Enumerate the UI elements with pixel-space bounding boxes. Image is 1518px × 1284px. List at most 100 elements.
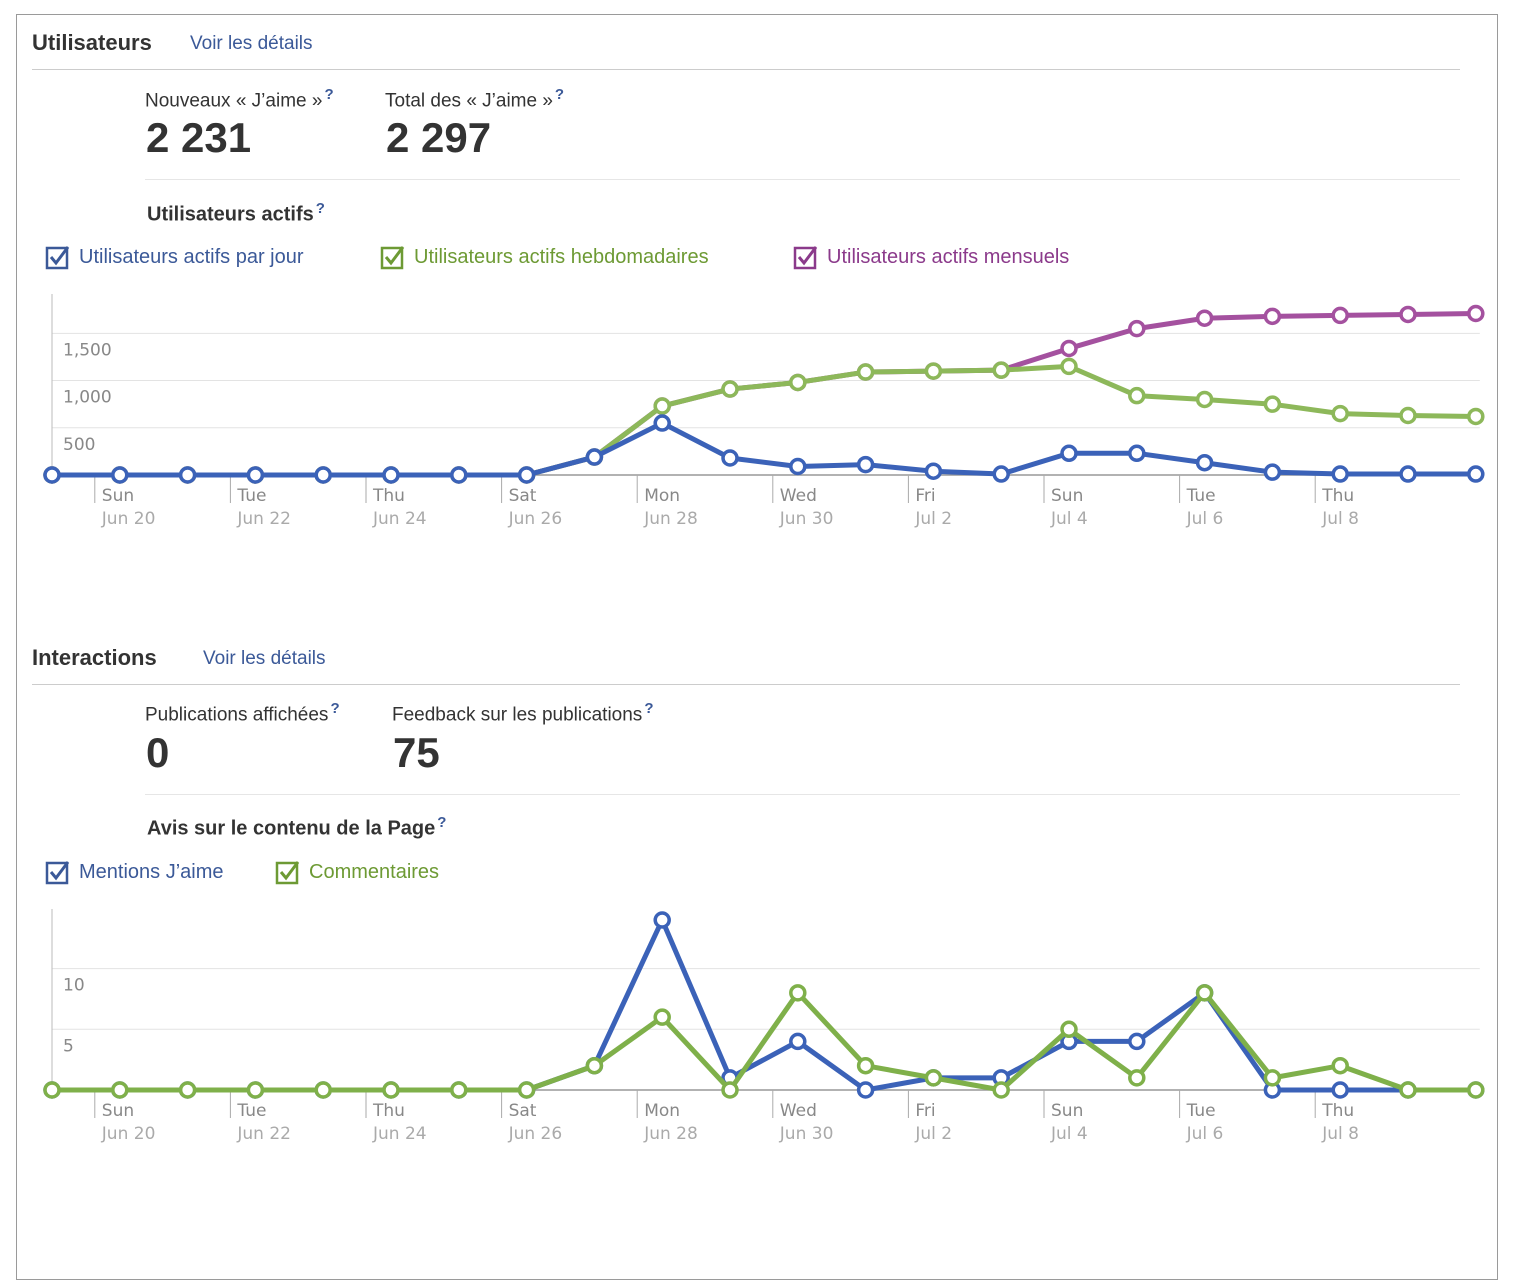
checkbox-checked-icon[interactable] xyxy=(45,859,71,885)
legend-weekly-active-users[interactable]: Utilisateurs actifs hebdomadaires xyxy=(380,244,709,270)
checkbox-checked-icon[interactable] xyxy=(793,244,819,270)
legend-monthly-active-users[interactable]: Utilisateurs actifs mensuels xyxy=(793,244,1069,270)
x-tick-day-label: Fri xyxy=(915,486,935,506)
post-feedback-label: Feedback sur les publications? xyxy=(392,700,654,726)
data-point xyxy=(1399,406,1417,425)
total-likes-value: 2 297 xyxy=(386,114,492,161)
total-likes-label: Total des « J’aime »? xyxy=(385,86,565,112)
data-point xyxy=(246,1081,265,1099)
data-point xyxy=(111,1081,129,1099)
x-tick-date-label: Jul 8 xyxy=(1321,509,1359,529)
data-point xyxy=(585,448,604,466)
x-tick-day-label: Tue xyxy=(236,1101,266,1121)
data-point xyxy=(653,1008,671,1026)
x-tick-date-label: Jun 28 xyxy=(643,509,698,529)
users-divider xyxy=(32,69,1460,70)
y-tick-label: 10 xyxy=(63,976,85,996)
users-details-link[interactable]: Voir les détails xyxy=(190,33,313,54)
users-stats-divider xyxy=(145,179,1460,180)
data-point xyxy=(1263,1069,1282,1087)
data-point xyxy=(1331,404,1349,423)
y-tick-label: 500 xyxy=(63,435,95,455)
data-point xyxy=(1263,463,1282,481)
data-point xyxy=(1399,1081,1417,1099)
data-point xyxy=(1195,390,1214,409)
data-point xyxy=(789,457,807,476)
help-icon[interactable]: ? xyxy=(554,86,565,103)
y-tick-label: 1,500 xyxy=(63,340,112,360)
data-point xyxy=(1128,386,1146,405)
help-icon[interactable]: ? xyxy=(315,200,325,217)
data-point xyxy=(1331,1056,1349,1075)
data-point xyxy=(1060,339,1078,358)
data-point xyxy=(517,466,536,484)
data-point xyxy=(382,1081,400,1099)
x-tick-day-label: Thu xyxy=(1321,1101,1354,1121)
data-point xyxy=(1195,984,1214,1002)
help-icon[interactable]: ? xyxy=(324,86,334,103)
data-point xyxy=(1128,444,1146,463)
y-tick-label: 5 xyxy=(63,1036,74,1056)
legend-label: Utilisateurs actifs hebdomadaires xyxy=(414,245,709,268)
data-point xyxy=(992,361,1010,379)
x-tick-day-label: Tue xyxy=(1186,486,1216,506)
y-tick-label: 1,000 xyxy=(63,388,112,408)
data-point xyxy=(856,363,875,381)
x-tick-date-label: Jun 28 xyxy=(643,1124,698,1144)
page-frame xyxy=(16,14,1498,1280)
x-tick-date-label: Jun 22 xyxy=(236,1124,291,1144)
x-tick-date-label: Jul 8 xyxy=(1321,1124,1359,1144)
help-icon[interactable]: ? xyxy=(644,700,654,717)
data-point xyxy=(111,466,129,484)
data-point xyxy=(721,1081,739,1099)
data-point xyxy=(1331,1081,1349,1099)
data-point xyxy=(1128,319,1146,338)
x-tick-date-label: Jun 26 xyxy=(508,509,563,529)
data-point xyxy=(382,466,400,484)
data-point xyxy=(924,462,943,480)
data-point xyxy=(246,466,265,484)
checkbox-checked-icon[interactable] xyxy=(275,859,301,885)
data-point xyxy=(992,465,1010,483)
data-point xyxy=(1331,465,1349,483)
x-tick-date-label: Jul 2 xyxy=(914,509,952,529)
data-point xyxy=(450,1081,468,1099)
data-point xyxy=(450,466,468,484)
checkbox-checked-icon[interactable] xyxy=(380,244,406,270)
interactions-section-title: Interactions xyxy=(32,645,157,670)
x-tick-day-label: Sat xyxy=(509,1101,537,1121)
x-tick-day-label: Fri xyxy=(915,1101,935,1121)
data-point xyxy=(1263,395,1282,413)
posts-shown-value: 0 xyxy=(146,729,170,776)
x-tick-date-label: Jun 20 xyxy=(101,1124,156,1144)
x-tick-date-label: Jul 4 xyxy=(1050,509,1088,529)
data-point xyxy=(1467,407,1485,426)
legend-comments[interactable]: Commentaires xyxy=(275,859,439,885)
legend-daily-active-users[interactable]: Utilisateurs actifs par jour xyxy=(45,244,304,270)
legend-likes[interactable]: Mentions J’aime xyxy=(45,859,224,885)
series-line xyxy=(52,990,1476,1093)
x-tick-date-label: Jun 30 xyxy=(779,1124,834,1144)
checkbox-checked-icon[interactable] xyxy=(45,244,71,270)
series-line xyxy=(52,420,1476,478)
data-point xyxy=(924,1069,943,1087)
help-icon[interactable]: ? xyxy=(437,814,447,831)
interactions-divider xyxy=(32,684,1460,685)
data-point xyxy=(653,414,671,432)
x-tick-date-label: Jul 6 xyxy=(1186,1124,1224,1144)
data-point xyxy=(1399,305,1417,324)
data-point xyxy=(314,466,332,484)
post-feedback-value: 75 xyxy=(393,729,440,776)
data-point xyxy=(43,1081,61,1099)
help-icon[interactable]: ? xyxy=(330,700,340,717)
data-point xyxy=(314,1081,332,1099)
active-users-chart: 500 1,000 1,500 Sun Jun 20 Tue Jun 22 Thu Jun 24… xyxy=(43,294,1485,529)
x-tick-day-label: Sun xyxy=(102,486,134,506)
interactions-details-link[interactable]: Voir les détails xyxy=(203,648,326,669)
interactions-stats-divider xyxy=(145,794,1460,795)
data-point xyxy=(517,1081,536,1099)
data-point xyxy=(1195,453,1214,472)
data-point xyxy=(178,1081,197,1099)
x-tick-day-label: Mon xyxy=(644,486,680,506)
data-point xyxy=(178,466,197,484)
